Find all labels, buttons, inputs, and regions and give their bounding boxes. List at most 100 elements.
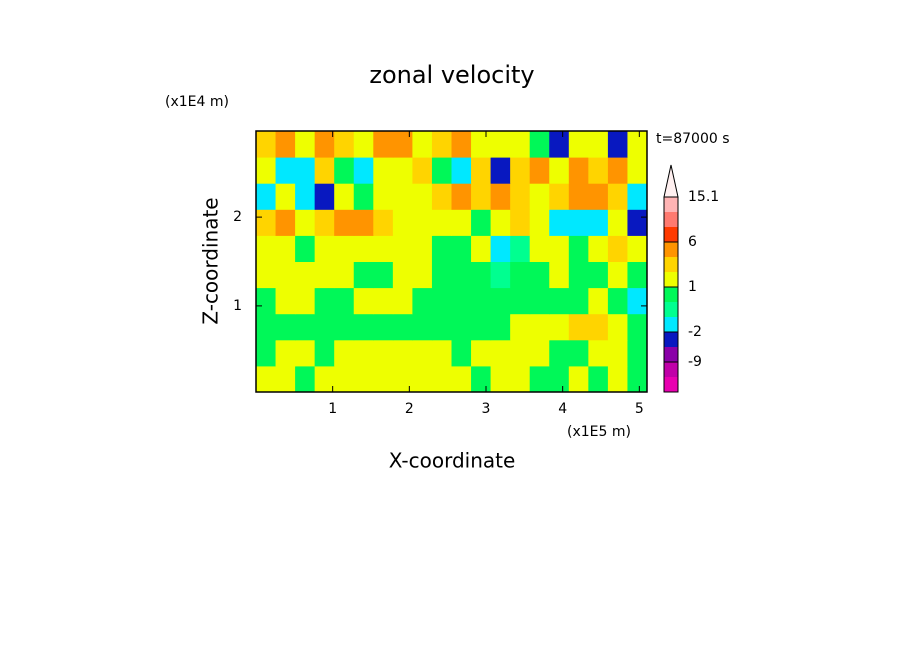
contour-cell [373, 235, 394, 262]
contour-cell [295, 339, 316, 367]
contour-cell [431, 131, 452, 158]
contour-cell [529, 365, 550, 393]
contour-cell [471, 131, 492, 158]
contour-cell [314, 209, 335, 236]
contour-cell [490, 131, 511, 158]
contour-cell [549, 235, 570, 262]
contour-cell [627, 131, 648, 158]
contour-cell [588, 287, 609, 315]
contour-cell [275, 339, 296, 367]
colorbar-bin [664, 197, 678, 212]
contour-cell [451, 183, 472, 210]
contour-cell [627, 209, 648, 236]
contour-cell [314, 339, 335, 367]
contour-cell [529, 287, 550, 315]
contour-cell [490, 209, 511, 236]
contour-cell [295, 157, 316, 184]
colorbar-bin [664, 287, 678, 302]
contour-cell [256, 131, 277, 158]
contour-cell [471, 261, 492, 289]
colorbar-tick-label: 1 [688, 279, 697, 295]
contour-cell [431, 365, 452, 393]
contour-cell [510, 261, 531, 289]
contour-cell [549, 287, 570, 315]
contour-cell [627, 235, 648, 262]
contour-cell [314, 313, 335, 341]
contour-cell [334, 287, 355, 315]
contour-cell [490, 261, 511, 289]
contour-cell [373, 261, 394, 289]
colorbar-bin [664, 242, 678, 257]
contour-cell [412, 183, 433, 210]
contour-cell [588, 209, 609, 236]
contour-cell [529, 209, 550, 236]
contour-cell [334, 261, 355, 289]
colorbar-tick-label: 15.1 [688, 189, 719, 205]
contour-cell [275, 261, 296, 289]
contour-cell [373, 183, 394, 210]
contour-cell [588, 183, 609, 210]
contour-cell [568, 313, 589, 341]
contour-cell [256, 287, 277, 315]
contour-cell [451, 313, 472, 341]
contour-cell [353, 183, 374, 210]
contour-cell [529, 261, 550, 289]
contour-cell [607, 339, 628, 367]
contour-cell [549, 183, 570, 210]
contour-cell [549, 365, 570, 393]
contour-cell [607, 313, 628, 341]
contour-cell [373, 339, 394, 367]
contour-cell [334, 313, 355, 341]
contour-cell [256, 365, 277, 393]
y-unit: (x1E4 m) [165, 94, 229, 110]
contour-cell [607, 157, 628, 184]
y-tick-label: 1 [233, 298, 242, 314]
contour-cell [334, 365, 355, 393]
contour-cell [490, 365, 511, 393]
contour-cell [275, 131, 296, 158]
x-tick-label: 4 [558, 401, 567, 417]
contour-cell [549, 339, 570, 367]
contour-cell [451, 261, 472, 289]
contour-cell [471, 235, 492, 262]
contour-cell [275, 287, 296, 315]
colorbar-bin [664, 347, 678, 362]
contour-cell [353, 339, 374, 367]
contour-cell [392, 235, 413, 262]
contour-cell [412, 365, 433, 393]
contour-cell [510, 131, 531, 158]
contour-cell [373, 209, 394, 236]
contour-cell [568, 261, 589, 289]
contour-cell [275, 313, 296, 341]
contour-cell [510, 183, 531, 210]
contour-cell [353, 313, 374, 341]
contour-cell [373, 365, 394, 393]
contour-cell [490, 235, 511, 262]
colorbar-tick-label: -9 [688, 354, 702, 370]
contour-cell [314, 235, 335, 262]
contour-cell [510, 157, 531, 184]
contour-cell [314, 131, 335, 158]
contour-cell [451, 157, 472, 184]
x-unit: (x1E5 m) [567, 424, 631, 440]
contour-cell [353, 235, 374, 262]
contour-cell [353, 157, 374, 184]
contour-cell [314, 157, 335, 184]
contour-cell [471, 209, 492, 236]
contour-cell [353, 131, 374, 158]
contour-cell [529, 235, 550, 262]
contour-cell [431, 183, 452, 210]
contour-cell [490, 183, 511, 210]
contour-cell [431, 235, 452, 262]
contour-cell [256, 235, 277, 262]
contour-cell [392, 209, 413, 236]
contour-cell [607, 209, 628, 236]
contour-cell [412, 157, 433, 184]
contour-cell [295, 131, 316, 158]
colorbar-bin [664, 227, 678, 242]
contour-cell [549, 209, 570, 236]
contour-cell [568, 235, 589, 262]
contour-cell [392, 261, 413, 289]
contour-cell [451, 287, 472, 315]
